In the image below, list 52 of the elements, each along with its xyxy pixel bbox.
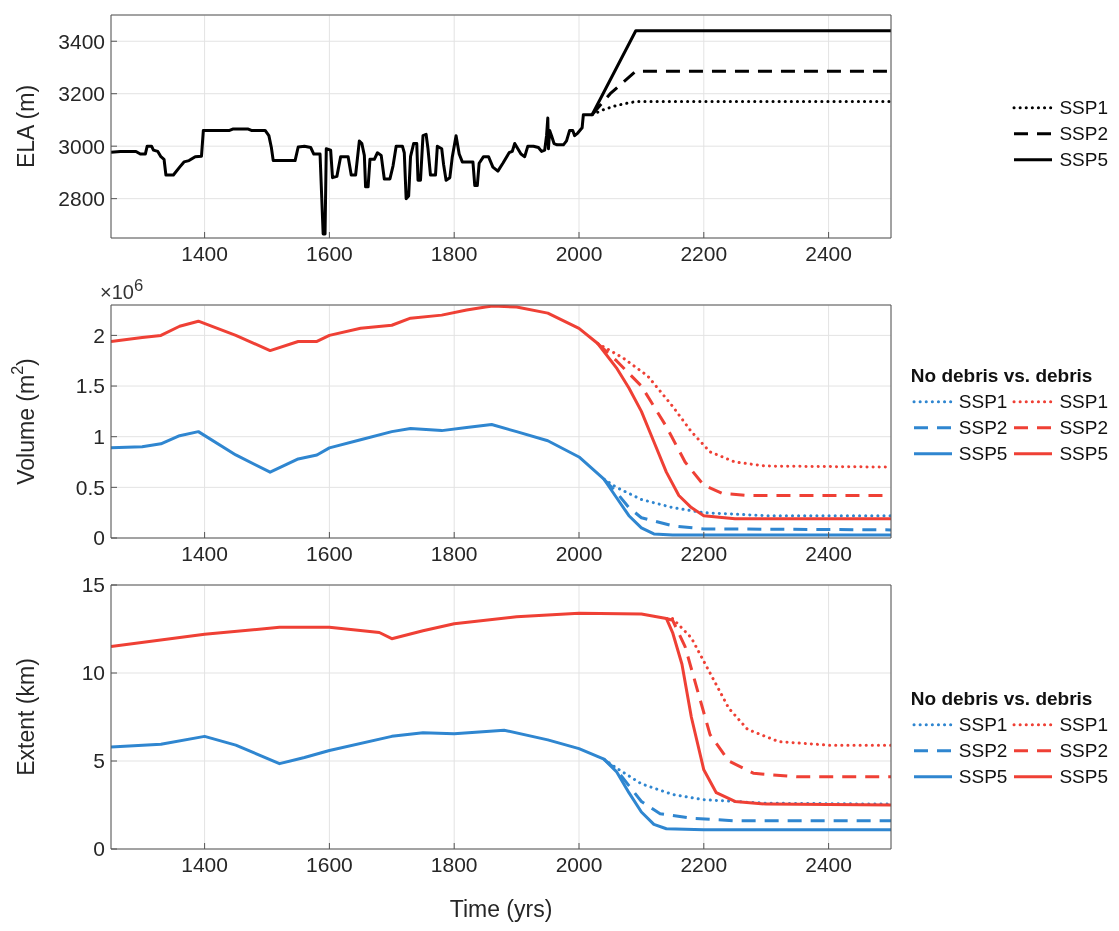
x-tick-label: 2000 xyxy=(555,241,603,265)
y-tick-label: 0.5 xyxy=(75,475,105,499)
y-tick-label: 10 xyxy=(81,661,105,685)
legend-label: SSP1 xyxy=(1059,96,1108,119)
x-tick-label: 1600 xyxy=(306,541,353,565)
x-tick-label: 2000 xyxy=(555,541,603,565)
legend-label: SSP2 xyxy=(1059,739,1108,762)
x-tick-label: 2400 xyxy=(805,241,852,265)
y-tick-label: 3200 xyxy=(58,82,105,106)
x-tick-label: 2000 xyxy=(555,852,603,876)
x-tick-label: 2200 xyxy=(680,852,728,876)
y-tick-label: 2800 xyxy=(58,187,105,211)
x-tick-label: 1600 xyxy=(306,852,353,876)
y-tick-label: 0 xyxy=(93,837,105,861)
legend-label: SSP1 xyxy=(958,713,1008,736)
legend-label: SSP2 xyxy=(1059,122,1108,145)
x-tick-label: 1800 xyxy=(430,241,478,265)
legend-label: SSP5 xyxy=(1059,148,1108,171)
x-tick-label: 1800 xyxy=(430,541,478,565)
legend-label: SSP1 xyxy=(1059,390,1108,413)
x-tick-label: 2200 xyxy=(680,541,728,565)
y-tick-label: 0 xyxy=(93,526,105,550)
y-axis-title: ELA (m) xyxy=(13,84,39,169)
legend-label: SSP5 xyxy=(958,442,1008,465)
x-tick-label: 1400 xyxy=(181,241,228,265)
legend-label: SSP2 xyxy=(1059,416,1108,439)
y-tick-label: 1.5 xyxy=(75,374,105,398)
x-axis-title: Time (yrs) xyxy=(449,896,553,922)
y-tick-label: 1 xyxy=(93,425,105,449)
x-tick-label: 2400 xyxy=(805,852,852,876)
y-tick-label: 3000 xyxy=(58,134,105,158)
legend-label: SSP5 xyxy=(1059,765,1108,788)
x-tick-label: 1800 xyxy=(430,852,478,876)
legend-title: No debris vs. debris xyxy=(910,364,1094,387)
legend-label: SSP5 xyxy=(958,765,1008,788)
legend-title: No debris vs. debris xyxy=(910,687,1094,710)
x-tick-label: 1400 xyxy=(181,852,228,876)
y-tick-label: 15 xyxy=(81,573,105,597)
y-tick-label: 3400 xyxy=(58,29,105,53)
y-axis-title: Extent (km) xyxy=(13,658,39,776)
legend-label: SSP1 xyxy=(1059,713,1108,736)
legend-label: SSP2 xyxy=(958,416,1008,439)
x-tick-label: 1400 xyxy=(181,541,228,565)
text: ×10$^{6}$ xyxy=(100,276,144,304)
x-tick-label: 2200 xyxy=(680,241,728,265)
legend-label: SSP2 xyxy=(958,739,1008,762)
legend-label: SSP5 xyxy=(1059,442,1108,465)
x-tick-label: 1600 xyxy=(306,241,353,265)
x-tick-label: 2400 xyxy=(805,541,852,565)
y-tick-label: 2 xyxy=(93,323,105,347)
y-tick-label: 5 xyxy=(93,749,105,773)
legend-label: SSP1 xyxy=(958,390,1008,413)
